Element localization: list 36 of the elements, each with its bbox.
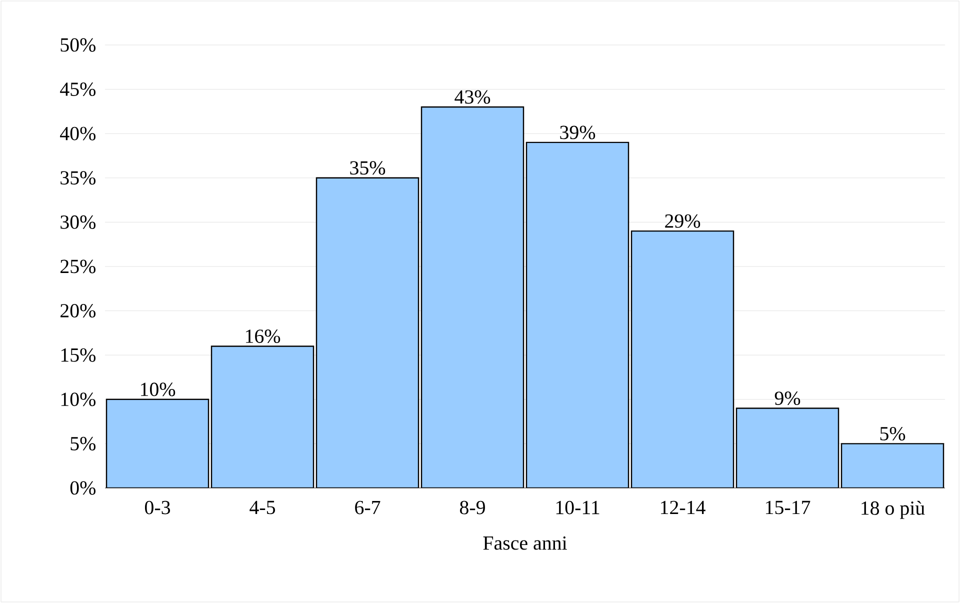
y-tick-label: 15%: [61, 348, 96, 362]
bar: [106, 398, 210, 488]
data-label: 9%: [774, 392, 800, 406]
x-tick-label: 15-17: [766, 500, 810, 514]
x-axis-title: Fasce anni: [483, 536, 567, 550]
y-tick-label: 45%: [60, 82, 96, 96]
bar: [526, 142, 630, 488]
y-tick-label: 50%: [60, 38, 96, 52]
data-label: 29%: [665, 214, 700, 228]
bar: [736, 408, 840, 488]
x-tick-label: 18 o più: [862, 500, 925, 519]
bar: [210, 346, 314, 488]
data-label: 10%: [140, 382, 176, 396]
y-tick-label: 30%: [60, 215, 96, 229]
data-label: 35%: [350, 161, 386, 175]
bar: [630, 230, 734, 488]
data-label: 5%: [880, 426, 906, 440]
x-tick-label: 8-9: [460, 500, 485, 514]
data-label: 39%: [560, 126, 596, 140]
y-tick-label: 0%: [70, 481, 96, 495]
x-tick-label: 6-7: [355, 500, 380, 514]
y-tick-label: 10%: [61, 392, 96, 406]
bar: [316, 177, 420, 488]
y-tick-label: 35%: [60, 171, 96, 185]
y-tick-label: 5%: [70, 436, 96, 450]
bar: [420, 106, 524, 488]
x-tick-label: 4-5: [250, 500, 276, 514]
data-label: 43%: [454, 90, 490, 104]
bar: [840, 443, 944, 488]
x-tick-label: 12-14: [661, 500, 706, 514]
data-label: 16%: [246, 330, 280, 344]
y-tick-label: 25%: [60, 260, 96, 274]
x-tick-label: 0-3: [144, 500, 170, 514]
y-tick-label: 40%: [60, 126, 96, 140]
x-tick-label: 10-11: [556, 500, 600, 514]
y-tick-label: 20%: [60, 304, 96, 318]
